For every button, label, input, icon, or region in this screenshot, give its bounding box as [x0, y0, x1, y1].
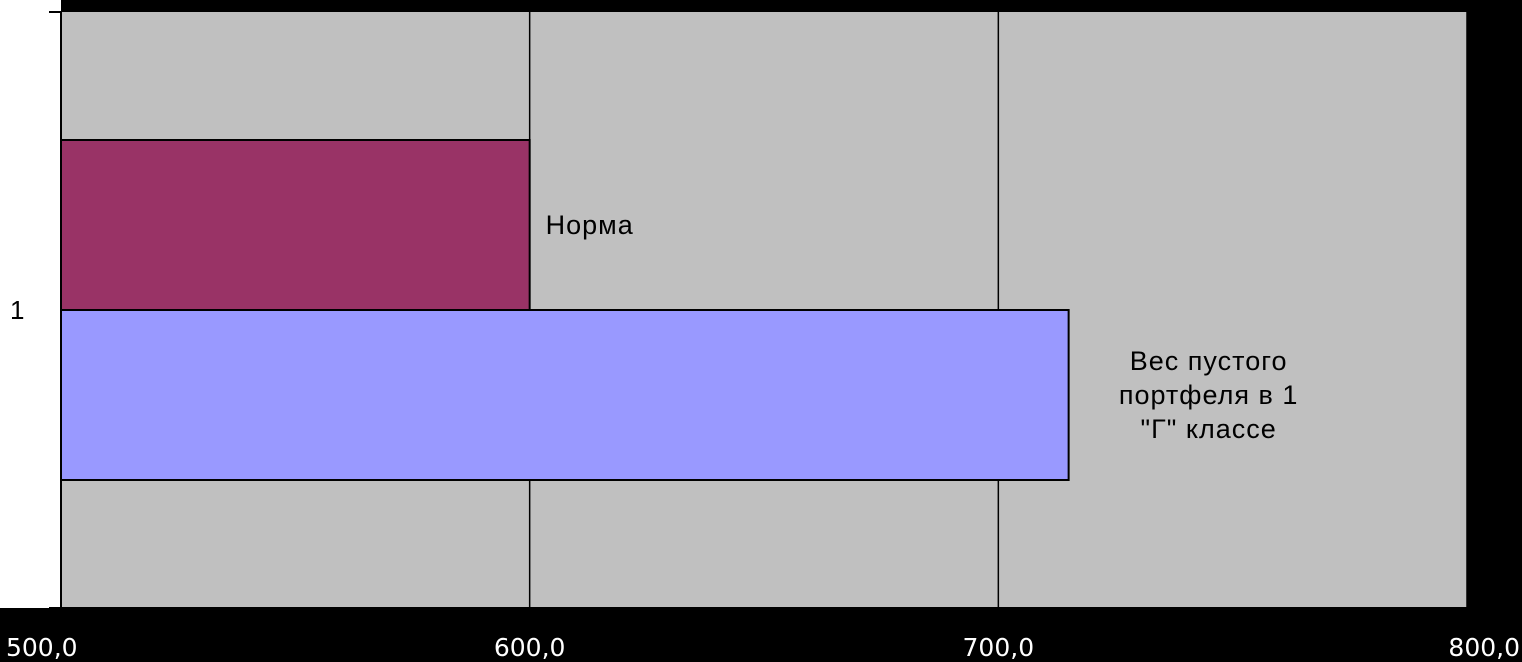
- x-tick-label: 600,0: [494, 633, 566, 662]
- x-tick-label: 700,0: [963, 633, 1035, 662]
- bar-1: [60, 139, 531, 311]
- data-labels: Норма Вес пустого портфеля в 1 "Г" классе: [546, 210, 1299, 444]
- category-label: 1: [10, 295, 24, 325]
- y-axis-ticks: 1: [10, 11, 61, 609]
- bars: [60, 139, 1070, 481]
- bar-2: [60, 309, 1070, 481]
- data-label: Норма: [546, 210, 634, 240]
- left-margin-panel: [0, 0, 61, 608]
- x-tick-label: 500,0: [6, 633, 78, 662]
- data-label: Вес пустого портфеля в 1 "Г" классе: [1119, 346, 1299, 444]
- x-tick-label: 800,0: [1448, 633, 1520, 662]
- x-axis-ticks: 500,0 600,0 700,0 800,0: [6, 608, 1520, 662]
